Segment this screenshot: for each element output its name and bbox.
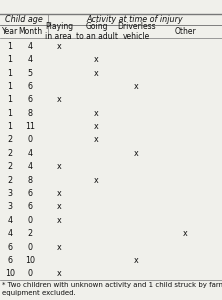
Text: 11: 11 <box>25 122 35 131</box>
Text: 2: 2 <box>7 149 13 158</box>
Text: x: x <box>56 202 61 211</box>
Text: Child age: Child age <box>5 15 43 24</box>
Text: 1: 1 <box>8 69 12 78</box>
Text: x: x <box>94 109 99 118</box>
Text: x: x <box>94 136 99 145</box>
Text: 8: 8 <box>28 176 32 184</box>
Text: 4: 4 <box>28 42 32 51</box>
Text: x: x <box>134 149 139 158</box>
Text: x: x <box>56 269 61 278</box>
Text: x: x <box>94 69 99 78</box>
Text: 6: 6 <box>28 202 32 211</box>
Text: 0: 0 <box>28 269 32 278</box>
Text: Going
to an adult: Going to an adult <box>75 22 118 41</box>
Text: Playing
in area: Playing in area <box>45 22 73 41</box>
Text: x: x <box>94 176 99 184</box>
Text: x: x <box>94 55 99 64</box>
Text: 6: 6 <box>8 242 12 251</box>
Text: 4: 4 <box>28 55 32 64</box>
Text: 0: 0 <box>28 242 32 251</box>
Text: 1: 1 <box>8 42 12 51</box>
Text: Month: Month <box>18 27 42 36</box>
Text: 5: 5 <box>27 69 33 78</box>
Text: 10: 10 <box>5 269 15 278</box>
Text: x: x <box>56 95 61 104</box>
Text: 1: 1 <box>8 109 12 118</box>
Text: Other: Other <box>174 27 196 36</box>
Text: 2: 2 <box>7 136 13 145</box>
Text: x: x <box>56 162 61 171</box>
Text: 2: 2 <box>27 229 33 238</box>
Text: * Two children with unknown activity and 1 child struck by farm
equipment exclud: * Two children with unknown activity and… <box>2 282 222 296</box>
Text: 1: 1 <box>8 95 12 104</box>
Text: 0: 0 <box>28 136 32 145</box>
Text: x: x <box>56 42 61 51</box>
Text: Activity at time of injury: Activity at time of injury <box>87 15 183 24</box>
Text: 2: 2 <box>7 176 13 184</box>
Text: 4: 4 <box>8 229 12 238</box>
Text: 6: 6 <box>28 82 32 91</box>
Text: 4: 4 <box>8 216 12 225</box>
Text: 8: 8 <box>28 109 32 118</box>
Text: x: x <box>94 122 99 131</box>
Text: x: x <box>134 256 139 265</box>
Text: x: x <box>56 216 61 225</box>
Text: x: x <box>134 82 139 91</box>
Text: Driverless
vehicle: Driverless vehicle <box>117 22 156 41</box>
Text: x: x <box>56 189 61 198</box>
Text: 6: 6 <box>8 256 12 265</box>
Text: 3: 3 <box>8 189 12 198</box>
Text: 3: 3 <box>8 202 12 211</box>
Text: 1: 1 <box>8 55 12 64</box>
Text: Year: Year <box>2 27 18 36</box>
Text: x: x <box>183 229 188 238</box>
Text: 10: 10 <box>25 256 35 265</box>
Text: 4: 4 <box>28 162 32 171</box>
Text: x: x <box>56 242 61 251</box>
Text: 1: 1 <box>8 82 12 91</box>
Text: 1: 1 <box>8 122 12 131</box>
Text: 2: 2 <box>7 162 13 171</box>
Text: 6: 6 <box>28 95 32 104</box>
Text: 4: 4 <box>28 149 32 158</box>
Text: 0: 0 <box>28 216 32 225</box>
Text: 6: 6 <box>28 189 32 198</box>
